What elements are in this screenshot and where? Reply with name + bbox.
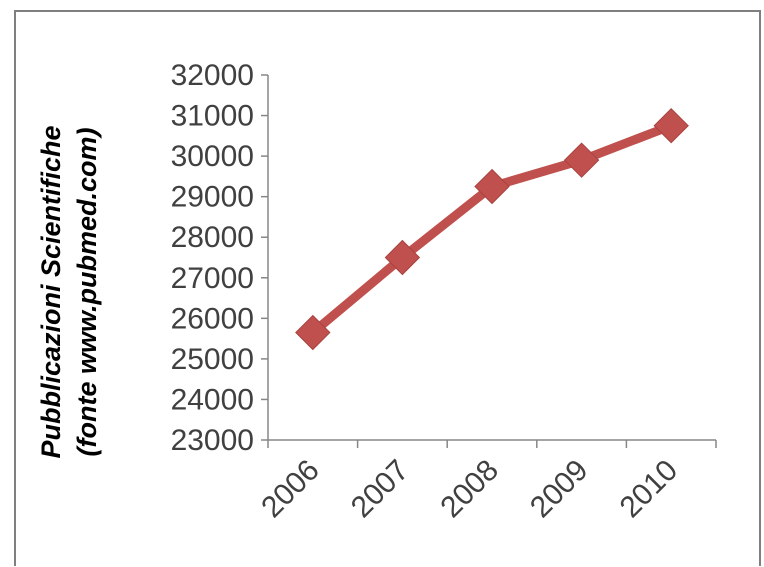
data-point-marker — [474, 168, 510, 205]
y-axis-title: Pubblicazioni Scientifiche (fonte www.pu… — [36, 125, 102, 458]
data-point-marker — [295, 314, 331, 351]
x-tick-label: 2006 — [255, 454, 326, 525]
y-tick-label: 28000 — [171, 221, 254, 254]
y-tick-label: 29000 — [171, 181, 254, 214]
chart-frame — [14, 10, 761, 566]
y-tick-label: 26000 — [171, 302, 254, 335]
series — [295, 107, 689, 351]
x-tick-label: 2007 — [345, 454, 416, 525]
x-tick-label: 2008 — [434, 454, 505, 525]
y-tick-label: 27000 — [171, 262, 254, 295]
x-tick-labels: 2006 2007 2008 2009 2010 — [255, 454, 684, 525]
series-line — [308, 121, 676, 338]
y-tick-label: 30000 — [171, 140, 254, 173]
y-axis-title-line1: Pubblicazioni Scientifiche — [36, 125, 66, 458]
data-point-marker — [653, 107, 689, 144]
y-axis-title-line2: (fonte www.pubmed.com) — [72, 128, 102, 457]
data-point-marker — [384, 239, 421, 276]
axes — [261, 74, 717, 448]
data-point-marker — [563, 142, 600, 178]
y-tick-labels: 23000 24000 25000 26000 27000 28000 29000 30000… — [171, 59, 254, 457]
x-tick-label: 2009 — [524, 454, 595, 525]
y-tick-label: 24000 — [171, 383, 254, 416]
x-tick-label: 2010 — [614, 454, 685, 525]
y-tick-label: 31000 — [171, 100, 254, 133]
y-tick-label: 23000 — [171, 424, 254, 457]
y-tick-label: 32000 — [171, 59, 254, 92]
y-tick-label: 25000 — [171, 343, 254, 376]
